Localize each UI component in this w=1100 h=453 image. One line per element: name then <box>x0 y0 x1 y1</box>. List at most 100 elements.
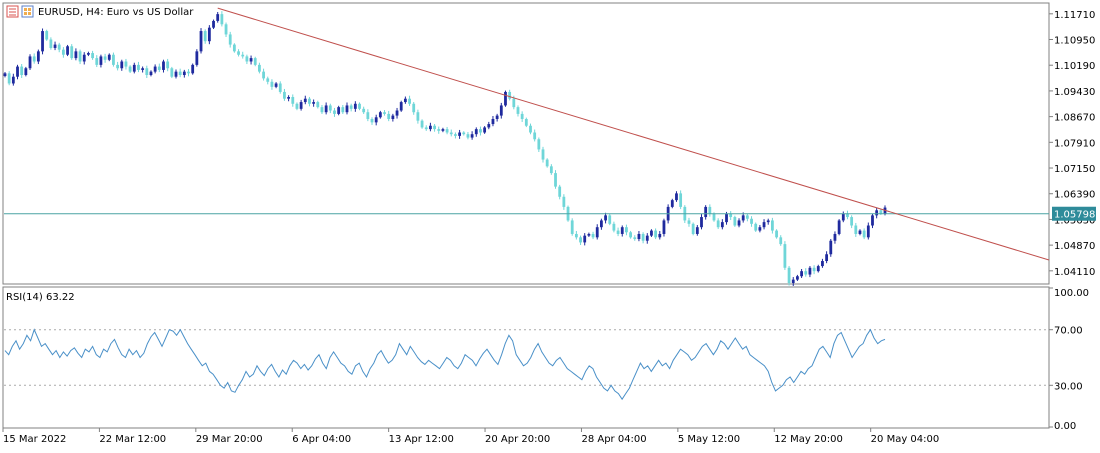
candle-bull <box>595 227 599 238</box>
candle-bear <box>612 223 616 231</box>
candle-bear <box>625 227 628 233</box>
candle-bear <box>466 134 470 138</box>
candle-bear <box>750 218 753 224</box>
price-tick-label: 1.10950 <box>1054 36 1095 47</box>
candle-bull <box>207 27 211 42</box>
time-tick-label: 13 Apr 12:00 <box>389 434 454 445</box>
candle-bull <box>403 98 407 103</box>
time-tick-label: 15 Mar 2022 <box>3 434 66 445</box>
candle-bull <box>695 227 699 234</box>
candle-bear <box>203 31 207 42</box>
candle-bull <box>312 102 316 104</box>
chart-type-icon[interactable] <box>6 5 19 18</box>
candle-bull <box>41 31 44 52</box>
candle-bear <box>170 68 174 77</box>
price-tick-label: 1.09430 <box>1054 87 1095 98</box>
time-axis: 15 Mar 2022 22 Mar 12:00 29 Mar 20:00 6 Apr… <box>2 428 939 445</box>
candle-bull <box>875 210 879 216</box>
candle-bull <box>504 91 507 106</box>
time-tick-label: 5 May 12:00 <box>678 434 740 445</box>
candle-bear <box>616 230 620 234</box>
candle-bull <box>66 46 69 55</box>
candle-bear <box>387 113 391 119</box>
price-tick-label: 1.08670 <box>1054 113 1095 124</box>
candle-bear <box>558 186 562 197</box>
candle-bear <box>533 132 537 140</box>
candle-bull <box>791 279 795 283</box>
candle-bull <box>153 66 157 72</box>
candle-bear <box>178 71 182 76</box>
candle-bear <box>137 64 140 70</box>
time-tick-label: 6 Apr 04:00 <box>292 434 351 445</box>
candle-bear <box>49 39 53 48</box>
candle-bear <box>754 223 758 231</box>
candle-bear <box>779 237 783 245</box>
rsi-tick-label: 0.00 <box>1054 421 1076 432</box>
candle-bull <box>199 31 203 52</box>
candle-bear <box>712 213 716 221</box>
candle-bear <box>237 51 240 55</box>
current-price-label: 1.05798 <box>1054 210 1095 221</box>
candle-bull <box>474 129 478 135</box>
candle-bull <box>195 51 199 65</box>
candle-bear <box>846 213 849 218</box>
candle-bull <box>120 61 124 69</box>
candle-bear <box>408 98 411 104</box>
candle-bull <box>141 68 145 70</box>
candle-bull <box>829 240 833 255</box>
candle-bear <box>157 66 161 70</box>
candle-bear <box>145 68 149 76</box>
candle-bear <box>529 125 532 133</box>
candle-bull <box>399 102 403 111</box>
candle-bull <box>650 230 653 236</box>
candle-bull <box>762 222 766 228</box>
candle-bear <box>166 61 170 69</box>
candle-bear <box>462 132 466 135</box>
time-tick-label: 20 Apr 20:00 <box>485 434 550 445</box>
candle-bull <box>132 64 136 72</box>
candle-bear <box>70 46 74 59</box>
candle-bull <box>378 112 382 118</box>
candle-bear <box>608 215 612 224</box>
candle-bear <box>783 244 787 268</box>
rsi-title: RSI(14) 63.22 <box>6 292 75 303</box>
candle-bull <box>337 107 341 114</box>
candle-bull <box>837 220 841 234</box>
candle-bull <box>149 71 153 76</box>
time-tick-label: 22 Mar 12:00 <box>99 434 166 445</box>
candle-bear <box>775 230 778 238</box>
price-tick-label: 1.07150 <box>1054 164 1095 175</box>
candle-bear <box>308 98 311 104</box>
candle-bear <box>262 71 265 79</box>
candle-bull <box>212 20 215 28</box>
grid-icon[interactable] <box>21 5 34 18</box>
rsi-line <box>4 328 886 401</box>
candle-bear <box>316 102 320 108</box>
candle-bull <box>637 233 641 240</box>
candle-bull <box>620 227 624 234</box>
candle-bear <box>187 71 190 74</box>
candle-bear <box>745 215 749 219</box>
candle-bull <box>583 235 587 243</box>
candle-bear <box>95 58 99 65</box>
candle-bull <box>299 102 303 109</box>
candle-bear <box>7 73 11 84</box>
candle-bear <box>570 220 574 234</box>
candle-bull <box>82 54 86 62</box>
candle-bull <box>458 132 461 136</box>
trendline[interactable] <box>217 7 1050 261</box>
candles <box>3 11 887 286</box>
candle-bear <box>879 210 883 214</box>
candle-bull <box>249 58 253 62</box>
candle-bear <box>366 112 370 119</box>
candle-bear <box>520 113 524 119</box>
candle-bear <box>524 118 528 126</box>
candle-bear <box>516 107 520 114</box>
candle-bull <box>670 200 674 207</box>
candle-bear <box>383 112 386 114</box>
candle-bull <box>483 127 487 133</box>
candle-bear <box>328 105 332 111</box>
candle-bear <box>479 129 482 133</box>
